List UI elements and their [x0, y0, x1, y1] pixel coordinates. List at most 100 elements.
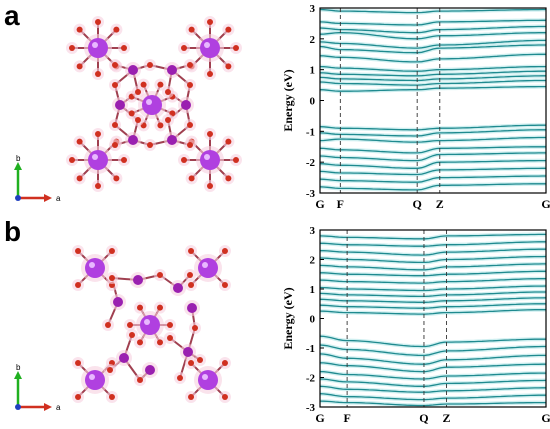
band-line: [319, 167, 546, 176]
small-atom: [188, 26, 195, 33]
small-atom: [233, 45, 239, 51]
medium-atom: [115, 100, 125, 110]
medium-atom: [167, 65, 177, 75]
medium-atom: [119, 353, 129, 363]
y-tick-label: 0: [310, 96, 316, 108]
atom-highlight: [92, 154, 98, 160]
small-atom: [157, 272, 163, 278]
b-axis-label: b: [16, 363, 21, 372]
band-line: [319, 344, 546, 357]
large-atom: [88, 150, 108, 170]
band-line: [319, 159, 546, 169]
axis-indicator-b: b a: [14, 363, 61, 412]
small-atom: [112, 62, 118, 68]
band-line: [319, 278, 546, 284]
large-atom: [198, 370, 218, 390]
small-atom: [76, 138, 83, 145]
small-atom: [225, 138, 232, 145]
band-line: [319, 385, 546, 393]
small-atom: [75, 248, 82, 255]
small-atom: [112, 82, 118, 88]
small-atom: [137, 377, 143, 383]
small-atom: [221, 281, 228, 288]
kpoint-label: G: [541, 411, 550, 425]
small-atom: [225, 175, 232, 182]
atom-highlight: [89, 374, 95, 380]
small-atom: [121, 45, 127, 51]
small-atom: [167, 335, 173, 341]
medium-atom: [113, 297, 123, 307]
atom-highlight: [202, 262, 208, 268]
band-line: [319, 39, 546, 49]
small-atom: [76, 63, 83, 70]
small-atom: [187, 122, 193, 128]
small-atom: [207, 19, 213, 25]
axis-origin: [15, 195, 21, 201]
small-atom: [95, 71, 101, 77]
small-atom: [167, 322, 173, 328]
y-tick-label: -3: [306, 188, 316, 200]
small-atom: [135, 89, 141, 95]
y-tick-label: -2: [306, 373, 316, 385]
small-atom: [69, 45, 75, 51]
medium-atom: [167, 135, 177, 145]
small-atom: [181, 157, 187, 163]
medium-atom: [183, 347, 193, 357]
axis-indicator-a: b a: [14, 154, 61, 203]
small-atom: [76, 26, 83, 33]
large-atom: [200, 150, 220, 170]
small-atom: [75, 393, 82, 400]
band-line: [319, 53, 546, 63]
y-tick-label: -1: [306, 126, 315, 138]
y-tick-label: 3: [310, 225, 316, 237]
y-tick-label: 1: [310, 284, 316, 296]
small-atom: [177, 375, 183, 381]
medium-atom: [145, 365, 155, 375]
small-atom: [109, 275, 115, 281]
y-tick-label: 2: [310, 255, 316, 267]
crystal-structure-a: [66, 16, 242, 192]
small-atom: [108, 393, 115, 400]
band-line: [319, 297, 547, 303]
y-tick-label: 0: [310, 314, 316, 326]
kpoint-label: F: [343, 411, 350, 425]
small-atom: [207, 71, 213, 77]
small-atom: [188, 393, 195, 400]
a-axis-label: a: [56, 403, 61, 412]
small-atom: [233, 157, 239, 163]
band-line: [319, 393, 546, 401]
small-atom: [187, 62, 193, 68]
atom-highlight: [204, 154, 210, 160]
y-axis-title: Energy (eV): [281, 287, 295, 349]
small-atom: [157, 304, 163, 311]
band-line: [320, 248, 546, 256]
small-atom: [221, 360, 228, 367]
band-line: [319, 146, 546, 154]
small-atom: [107, 367, 113, 373]
band-line: [319, 136, 546, 143]
small-atom: [137, 304, 143, 311]
band-line: [319, 152, 546, 162]
large-atom: [88, 38, 108, 58]
kpoint-label: G: [541, 197, 550, 211]
small-atom: [188, 360, 195, 367]
a-axis-label: a: [56, 194, 61, 203]
small-atom: [127, 322, 133, 328]
atom-highlight: [144, 319, 150, 325]
small-atom: [69, 157, 75, 163]
band-line: [319, 183, 546, 191]
band-line: [319, 400, 546, 407]
band-line: [320, 241, 546, 247]
medium-atom: [173, 283, 183, 293]
band-line: [319, 255, 547, 264]
medium-atom: [187, 303, 197, 313]
y-tick-label: -2: [306, 157, 316, 169]
kpoint-label: Q: [419, 411, 428, 425]
atom-highlight: [92, 42, 98, 48]
kpoint-label: G: [315, 411, 324, 425]
a-axis-arrowhead: [44, 194, 52, 202]
small-atom: [225, 26, 232, 33]
band-line: [319, 263, 546, 271]
